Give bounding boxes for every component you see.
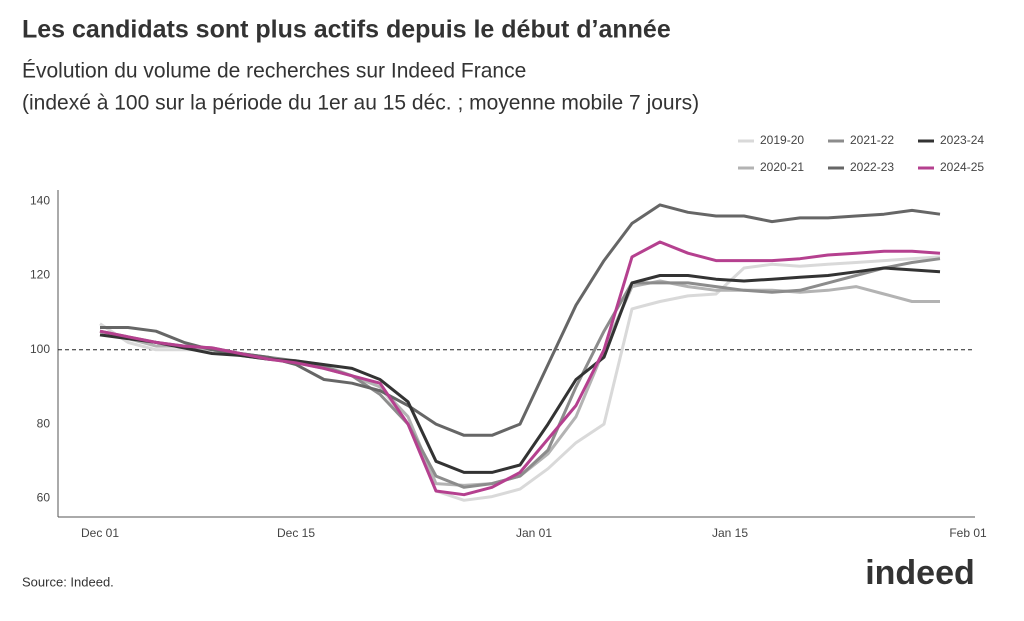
chart-subtitle: (indexé à 100 sur la période du 1er au 1… xyxy=(22,92,699,115)
legend-label: 2024-25 xyxy=(940,160,984,174)
legend-label: 2023-24 xyxy=(940,133,984,147)
x-tick-label: Jan 01 xyxy=(516,526,552,540)
chart-subtitle: Évolution du volume de recherches sur In… xyxy=(22,60,526,83)
series-line xyxy=(100,203,941,437)
series-line xyxy=(99,240,941,497)
y-tick-label: 120 xyxy=(30,268,50,282)
x-tick-label: Dec 15 xyxy=(277,526,315,540)
legend-label: 2021-22 xyxy=(850,133,894,147)
source: Source: Indeed. xyxy=(22,574,114,589)
series-line xyxy=(99,279,940,487)
y-tick-label: 80 xyxy=(37,416,51,430)
legend-label: 2019-20 xyxy=(760,133,804,147)
series-line xyxy=(99,266,941,474)
y-tick-label: 100 xyxy=(30,342,50,356)
x-tick-label: Dec 01 xyxy=(81,526,119,540)
y-tick-label: 140 xyxy=(30,193,50,207)
x-tick-label: Jan 15 xyxy=(712,526,748,540)
logo: indeed xyxy=(865,554,975,592)
chart-title: Les candidats sont plus actifs depuis le… xyxy=(22,16,671,44)
y-tick-label: 60 xyxy=(37,491,51,505)
legend-label: 2022-23 xyxy=(850,160,894,174)
x-tick-label: Feb 01 xyxy=(949,526,987,540)
legend-label: 2020-21 xyxy=(760,160,804,174)
series-line xyxy=(99,257,941,489)
